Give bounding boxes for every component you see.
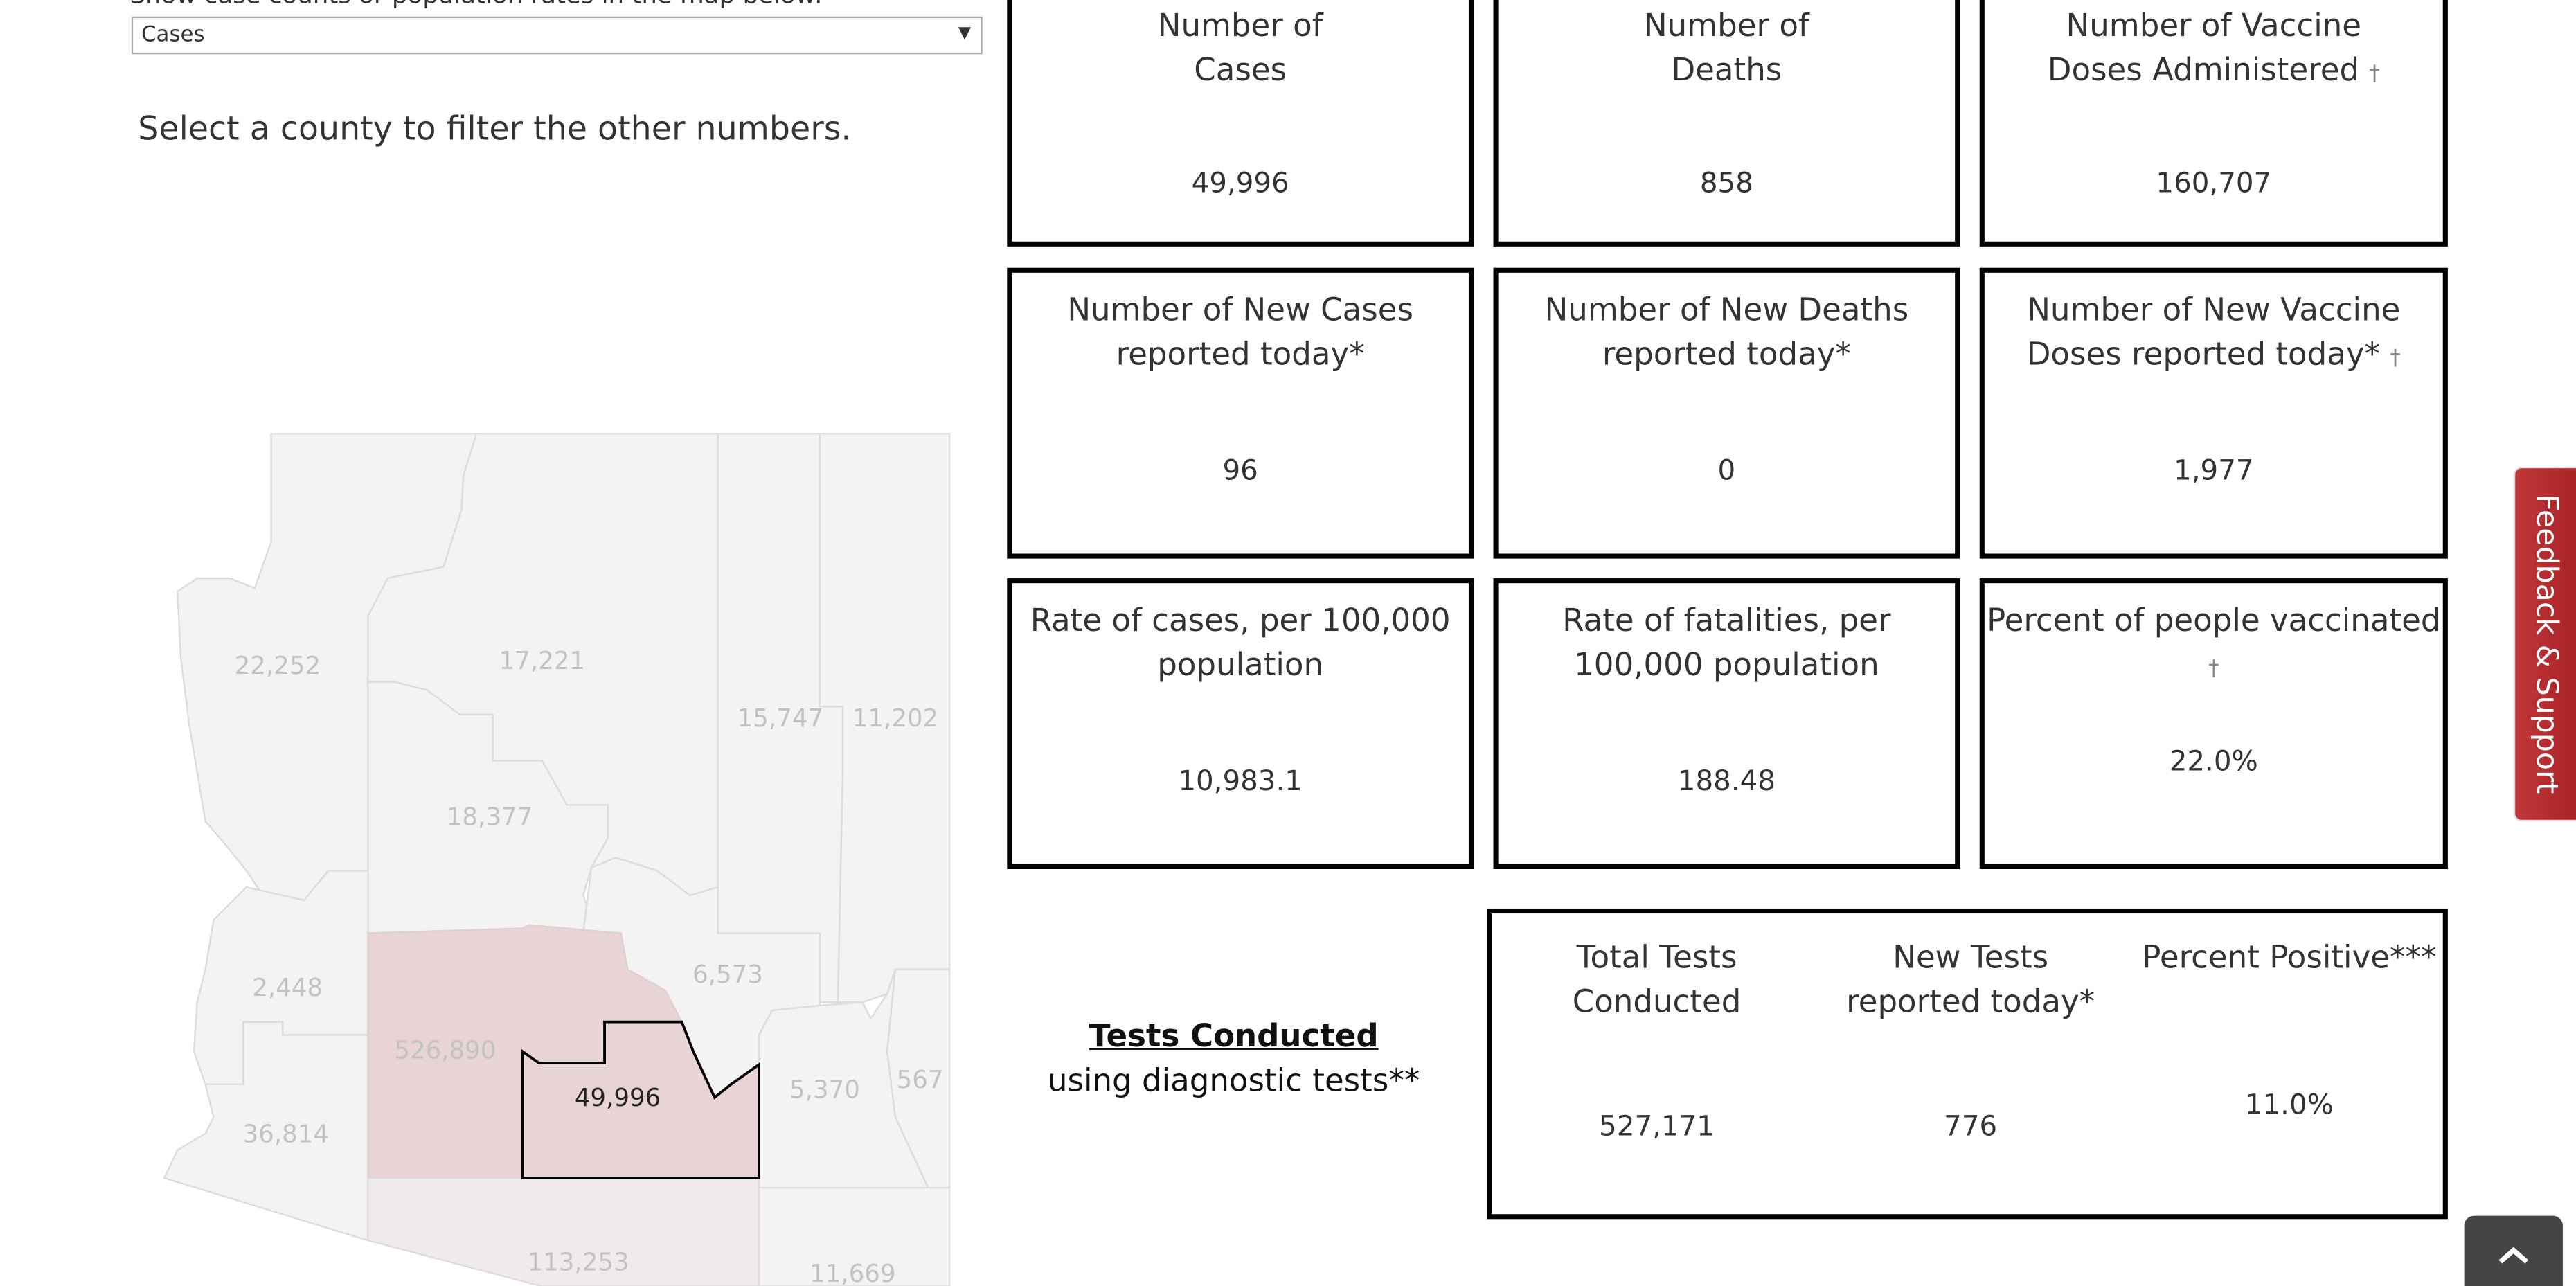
stat-card[interactable]: Number of New Cases reported today* 96	[1007, 267, 1474, 559]
tests-total-value: 527,171	[1599, 1110, 1715, 1144]
county-label: 11,202	[852, 704, 939, 733]
tests-new-value: 776	[1944, 1110, 1998, 1144]
tests-sublabel: using diagnostic tests**	[1047, 1062, 1420, 1100]
county-label-selected: 49,996	[575, 1084, 661, 1112]
stat-card[interactable]: Rate of fatalities, per 100,000 populatio…	[1493, 578, 1960, 869]
scroll-to-top-button[interactable]	[2464, 1215, 2563, 1286]
stat-title: Rate of fatalities, per	[1562, 602, 1891, 639]
tests-percent-positive: Percent Positive*** 11.0%	[2129, 913, 2450, 1209]
filter-header: Show case counts or population rates in …	[129, 0, 822, 10]
stat-title: reported today*	[1116, 336, 1365, 373]
county-label: 15,747	[737, 704, 824, 733]
stat-title: Rate of cases, per 100,000	[1030, 602, 1451, 639]
stat-card[interactable]: Number of Vaccine Doses Administered † 160…	[1979, 0, 2448, 247]
county-label: 526,890	[394, 1036, 496, 1064]
county-label: 36,814	[243, 1120, 330, 1148]
county-yuma[interactable]	[163, 1021, 369, 1242]
tests-total-title: Conducted	[1572, 984, 1742, 1021]
stat-value: 49,996	[1191, 167, 1289, 201]
stat-title: Number of New Cases	[1067, 292, 1413, 329]
stat-title: Deaths	[1671, 51, 1782, 88]
tests-new: New Tests reported today* 776	[1810, 913, 2131, 1209]
tests-percent-title: Percent Positive***	[2142, 940, 2437, 976]
stat-card[interactable]: Percent of people vaccinated † 22.0%	[1979, 578, 2448, 869]
county-pinal-selected[interactable]	[521, 1020, 760, 1179]
tests-percent-value: 11.0%	[2244, 1089, 2334, 1123]
stat-title: Cases	[1194, 51, 1287, 88]
stat-title: Number of New Deaths	[1544, 292, 1909, 329]
county-label: 18,377	[447, 803, 533, 831]
stat-title: Number of New Vaccine	[2027, 292, 2401, 329]
tests-new-title: New Tests	[1893, 940, 2049, 976]
stat-value: 160,707	[2156, 167, 2272, 201]
county-label: 17,221	[499, 647, 586, 675]
county-label: 567	[897, 1066, 944, 1094]
stat-value: 10,983.1	[1178, 765, 1303, 798]
county-label: 22,252	[235, 652, 321, 680]
stat-value: 96	[1222, 455, 1258, 488]
stat-title: Number of	[1643, 8, 1809, 45]
stat-value: 858	[1699, 167, 1753, 201]
stat-title: reported today*	[1602, 336, 1851, 373]
tests-card: Total Tests Conducted 527,171 New Tests …	[1487, 908, 2450, 1220]
stat-title: 100,000 population	[1574, 646, 1879, 683]
tests-label: Tests Conducted	[1089, 1018, 1379, 1055]
county-label: 11,669	[810, 1260, 896, 1286]
county-label: 2,448	[252, 974, 323, 1002]
stat-card[interactable]: Number of New Deaths reported today* 0	[1493, 267, 1960, 559]
tests-total: Total Tests Conducted 527,171	[1496, 913, 1817, 1209]
county-label: 5,370	[789, 1075, 860, 1104]
stat-title: Number of Vaccine	[2066, 8, 2362, 45]
feedback-support-tab[interactable]: Feedback & Support	[2513, 466, 2576, 822]
stat-card[interactable]: Number of Deaths 858	[1493, 0, 1960, 247]
stat-value: 0	[1717, 455, 1736, 488]
stat-value: 188.48	[1677, 765, 1776, 798]
tests-total-title: Total Tests	[1576, 940, 1737, 976]
stat-title: Doses reported today* †	[2026, 336, 2401, 373]
dropdown-value: Cases	[141, 23, 205, 48]
measure-dropdown[interactable]: Cases ▼	[131, 16, 983, 55]
stat-title: Number of	[1157, 8, 1323, 45]
stat-title: Doses Administered †	[2047, 51, 2380, 88]
caret-down-icon: ▼	[958, 24, 972, 43]
feedback-label: Feedback & Support	[2529, 494, 2564, 794]
tests-new-title: reported today*	[1846, 984, 2095, 1021]
chevron-up-icon	[2498, 1247, 2529, 1264]
county-label: 113,253	[528, 1248, 629, 1276]
stat-card[interactable]: Number of Cases 49,996	[1007, 0, 1474, 247]
stat-value: 22.0%	[2169, 746, 2258, 779]
stat-title: Percent of people vaccinated †	[1987, 602, 2441, 681]
stat-card[interactable]: Rate of cases, per 100,000 population 10,9…	[1007, 578, 1474, 869]
stat-value: 1,977	[2174, 455, 2254, 488]
filter-hint: Select a county to filter the other numb…	[138, 108, 852, 148]
stat-title: population	[1157, 646, 1324, 683]
stat-card[interactable]: Number of New Vaccine Doses reported toda…	[1979, 267, 2448, 559]
county-label: 6,573	[692, 961, 763, 989]
